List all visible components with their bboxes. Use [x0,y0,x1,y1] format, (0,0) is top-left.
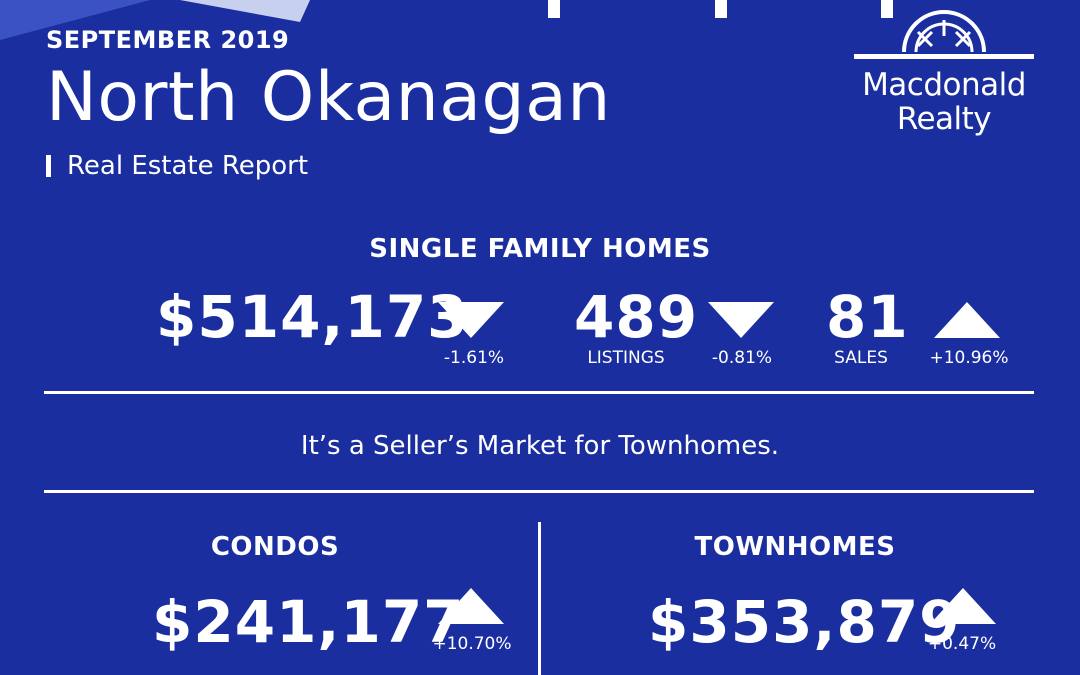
condos-price-change: +10.70% [432,634,512,654]
report-month: SEPTEMBER 2019 [46,26,290,54]
column-divider [538,522,541,675]
logo-line-2: Realty [896,101,992,137]
subtitle-bar [46,155,51,177]
down-triangle-icon [438,302,504,338]
single-family-price-change: -1.61% [443,348,505,368]
townhomes-price-change: +0.47% [927,634,997,654]
sales-change: +10.96% [929,348,1009,368]
subtitle-row: Real Estate Report [46,151,308,181]
single-family-sales: 81 [826,283,909,351]
listings-change: -0.81% [711,348,773,368]
townhomes-price: $353,879 [648,588,961,656]
single-family-price: $514,173 [156,283,469,351]
macdonald-realty-logo: Macdonald Realty [846,6,1042,146]
townhomes-title: TOWNHOMES [694,532,896,562]
up-triangle-icon [438,588,504,624]
listings-label: LISTINGS [587,348,665,368]
single-family-listings: 489 [574,283,699,351]
sunrise-arch-icon [854,10,1034,59]
market-message: It’s a Seller’s Market for Townhomes. [300,431,780,461]
down-triangle-icon [708,302,774,338]
city-title: North Okanagan [46,58,611,137]
condos-title: CONDOS [210,532,340,562]
up-triangle-icon [930,588,996,624]
sales-label: SALES [834,348,888,368]
divider-bottom [44,490,1034,493]
up-triangle-icon [934,302,1000,338]
report-subtitle: Real Estate Report [67,151,309,181]
divider-top [44,391,1034,394]
single-family-title: SINGLE FAMILY HOMES [369,234,711,264]
condos-price: $241,177 [152,588,465,656]
logo-line-1: Macdonald [862,67,1026,103]
